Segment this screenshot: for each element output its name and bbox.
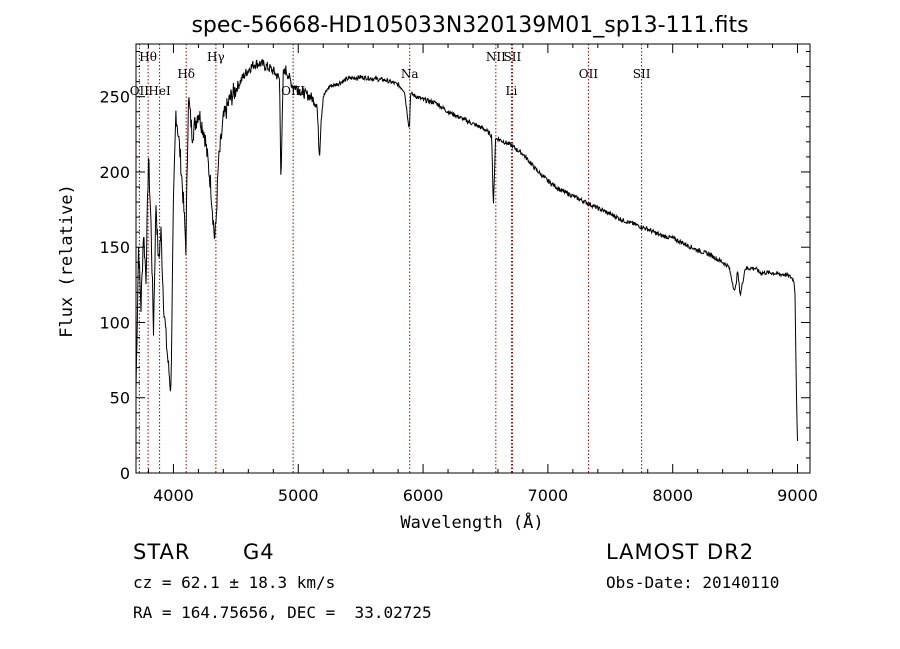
subclass: G4 — [243, 540, 275, 564]
line-marker-label: OII — [579, 67, 599, 81]
x-tick-label: 5000 — [278, 486, 319, 505]
line-marker-label: Li — [506, 84, 518, 98]
x-axis-label: Wavelength (Å) — [400, 511, 543, 533]
x-tick-label: 7000 — [528, 486, 569, 505]
line-marker-label: HeI — [148, 84, 171, 98]
y-tick-label: 150 — [99, 238, 130, 257]
x-tick-label: 8000 — [652, 486, 693, 505]
redshift-text: cz = 62.1 ± 18.3 km/s — [133, 573, 336, 592]
obs-date: Obs-Date: 20140110 — [606, 573, 780, 592]
coordinates: RA = 164.75656, DEC = 33.02725 — [133, 603, 432, 622]
line-marker-label: NII — [486, 50, 506, 64]
y-tick-label: 50 — [110, 389, 130, 408]
line-marker-label: SII — [633, 67, 651, 81]
line-marker-label: OII — [130, 84, 150, 98]
object-class: STAR — [133, 540, 191, 564]
x-tick-label: 9000 — [777, 486, 818, 505]
line-marker-label: SII — [504, 50, 522, 64]
plot-frame — [135, 43, 811, 474]
line-marker-label: Hγ — [207, 50, 225, 64]
spectrum-line — [135, 58, 798, 442]
line-marker-label: Na — [401, 67, 419, 81]
y-axis: 0 50 100 150 200 250 — [99, 51, 810, 483]
y-tick-label: 200 — [99, 163, 130, 182]
line-marker-label: Hδ — [177, 67, 195, 81]
y-tick-label: 250 — [99, 88, 130, 107]
x-tick-label: 4000 — [153, 486, 194, 505]
survey-label: LAMOST DR2 — [606, 540, 755, 564]
chart-title: spec-56668-HD105033N320139M01_sp13-111.f… — [191, 13, 748, 38]
line-marker-label: Hθ — [139, 50, 157, 64]
y-tick-label: 0 — [120, 464, 130, 483]
y-axis-label: Flux (relative) — [57, 184, 77, 338]
x-tick-label: 6000 — [403, 486, 444, 505]
x-axis: 4000 5000 6000 7000 8000 9000 — [147, 44, 818, 505]
y-tick-label: 100 — [99, 313, 130, 332]
